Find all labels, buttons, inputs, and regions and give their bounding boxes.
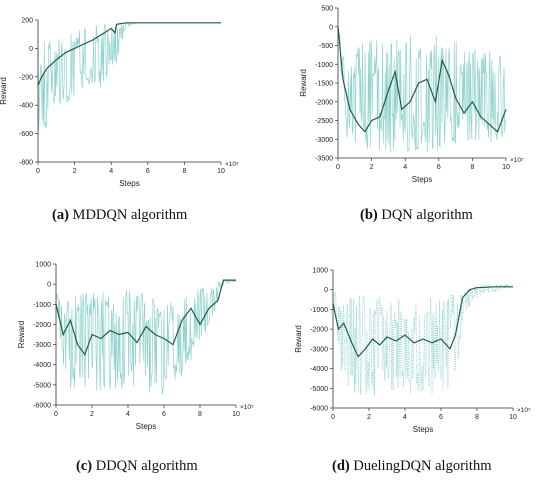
chart-panel-b: 0 2 4 6 8 10 500 0 -500 -1000 -1500 -2000 -2500 -3000… — [275, 0, 550, 240]
y-tick-label: -1500 — [315, 81, 333, 88]
y-tick-label: 0 — [324, 287, 328, 294]
noise-line-c — [55, 280, 237, 395]
chart-panel-c: 0 2 4 6 8 10 1000 0 -1000 -2000 -3000 -4000 -5000 -60… — [0, 250, 275, 483]
y-tick-label: 500 — [321, 6, 333, 13]
y-tick-label: -1000 — [33, 302, 51, 309]
x-tick-label: 4 — [403, 414, 407, 421]
y-tick-label: -1000 — [315, 62, 333, 69]
caption-b-text: DQN algorithm — [377, 207, 473, 223]
y-tick-label: -800 — [19, 160, 33, 167]
x-tick-label: 6 — [162, 411, 166, 418]
x-tick-label: 4 — [403, 164, 407, 171]
x-axis-label-d: Steps — [413, 425, 433, 434]
y-tick-label: -400 — [19, 103, 33, 110]
x-tick-label: 10 — [502, 164, 510, 171]
y-tick-label: -6000 — [33, 403, 51, 410]
x-tick-label: 2 — [367, 414, 371, 421]
y-tick-label: -3000 — [315, 137, 333, 144]
x-tick-label: 6 — [439, 414, 443, 421]
x-tick-label: 10 — [232, 411, 240, 418]
y-axis-label-c: Reward — [17, 321, 26, 349]
y-tick-label: 200 — [21, 18, 33, 25]
y-tick-label: -3000 — [33, 342, 51, 349]
x-tick-label: 0 — [54, 411, 58, 418]
caption-c: (c) DDQN algorithm — [76, 458, 198, 475]
y-tick-label: 1000 — [35, 262, 51, 269]
x-tick-label: 0 — [331, 414, 335, 421]
series-line-a-0 — [37, 22, 221, 86]
y-tick-label: -500 — [319, 43, 333, 50]
x-tick-label: 4 — [109, 168, 113, 175]
y-tick-label: 0 — [29, 46, 33, 53]
x-multiplier-b: ×10⁵ — [510, 157, 524, 164]
x-tick-label: 4 — [126, 411, 130, 418]
chart-a: 0 2 4 6 8 10 200 0 -200 -400 -600 -800 Steps Reward ×1… — [0, 18, 239, 189]
y-tick-label: -3000 — [310, 346, 328, 353]
y-tick-label: -2000 — [33, 322, 51, 329]
noise-line-a — [37, 21, 221, 130]
chart-panel-a: 0 2 4 6 8 10 200 0 -200 -400 -600 -800 Steps Reward ×1… — [0, 0, 275, 240]
x-multiplier-a: ×10⁵ — [225, 161, 239, 168]
chart-b: 0 2 4 6 8 10 500 0 -500 -1000 -1500 -2000 -2500 -3000… — [299, 6, 524, 185]
x-tick-label: 0 — [36, 168, 40, 175]
y-axis-label-d: Reward — [294, 325, 303, 353]
caption-a: (a) MDDQN algorithm — [52, 207, 187, 224]
series-line-d-0 — [332, 286, 513, 358]
x-multiplier-c: ×10⁵ — [240, 404, 254, 411]
x-tick-label: 0 — [336, 164, 340, 171]
x-tick-label: 10 — [217, 168, 225, 175]
noise-band-d — [332, 283, 514, 396]
x-axis-label-c: Steps — [136, 422, 156, 431]
y-tick-label: 0 — [47, 282, 51, 289]
x-axis-label-b: Steps — [412, 175, 432, 184]
x-tick-label: 6 — [437, 164, 441, 171]
y-tick-label: -2500 — [315, 118, 333, 125]
y-tick-label: -200 — [19, 74, 33, 81]
caption-c-letter: (c) — [76, 458, 93, 474]
noise-line-d — [332, 283, 514, 396]
y-tick-label: -600 — [19, 131, 33, 138]
x-tick-label: 6 — [146, 168, 150, 175]
y-tick-label: -6000 — [310, 406, 328, 413]
x-axis-label-a: Steps — [119, 179, 139, 188]
series-line-b-0 — [337, 26, 507, 133]
x-multiplier-d: ×10⁵ — [517, 407, 531, 414]
caption-d: (d) DuelingDQN algorithm — [332, 458, 492, 475]
x-tick-label: 10 — [509, 414, 517, 421]
y-tick-label: -5000 — [33, 382, 51, 389]
y-tick-label: -3500 — [315, 156, 333, 163]
caption-b: (b) DQN algorithm — [360, 207, 473, 224]
chart-d: 0 2 4 6 8 10 1000 0 -1000 -2000 -3000 -4000 -5000 -60… — [294, 268, 531, 435]
x-tick-label: 8 — [475, 414, 479, 421]
noise-band-b — [337, 28, 507, 153]
caption-a-letter: (a) — [52, 207, 69, 223]
y-tick-label: -2000 — [310, 327, 328, 334]
caption-a-text: MDDQN algorithm — [68, 207, 188, 223]
caption-c-text: DDQN algorithm — [92, 458, 198, 474]
caption-b-letter: (b) — [360, 207, 378, 223]
noise-band-c — [55, 280, 237, 395]
y-tick-label: -4000 — [310, 366, 328, 373]
y-tick-label: -2000 — [315, 99, 333, 106]
y-tick-label: -4000 — [33, 362, 51, 369]
x-tick-label: 8 — [198, 411, 202, 418]
y-axis-label-b: Reward — [299, 69, 308, 97]
y-tick-label: -5000 — [310, 386, 328, 393]
y-tick-label: 0 — [329, 24, 333, 31]
y-tick-label: 1000 — [312, 268, 328, 275]
chart-panel-d: 0 2 4 6 8 10 1000 0 -1000 -2000 -3000 -4000 -5000 -60… — [275, 250, 550, 483]
noise-band-a — [37, 21, 221, 130]
y-tick-label: -1000 — [310, 307, 328, 314]
caption-d-letter: (d) — [332, 458, 350, 474]
chart-c: 0 2 4 6 8 10 1000 0 -1000 -2000 -3000 -4000 -5000 -60… — [17, 262, 254, 432]
x-tick-label: 2 — [370, 164, 374, 171]
series-line-c-0 — [55, 279, 236, 356]
x-tick-label: 2 — [73, 168, 77, 175]
caption-d-text: DuelingDQN algorithm — [349, 458, 492, 474]
x-tick-label: 2 — [90, 411, 94, 418]
noise-line-b — [337, 28, 507, 153]
x-tick-label: 8 — [182, 168, 186, 175]
y-axis-label-a: Reward — [0, 77, 8, 105]
x-tick-label: 8 — [470, 164, 474, 171]
